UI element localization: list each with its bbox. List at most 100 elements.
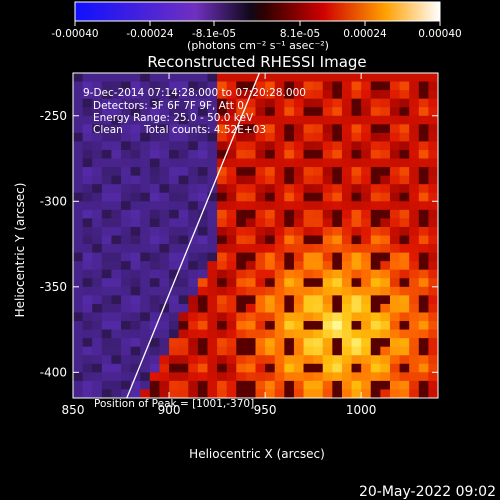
heatmap-cell: [361, 286, 372, 296]
heatmap-cell: [130, 184, 141, 194]
heatmap-cell: [159, 261, 170, 271]
heatmap-cell: [226, 380, 237, 390]
heatmap-cell: [351, 380, 362, 390]
heatmap-cell: [351, 141, 362, 151]
heatmap-cell: [121, 175, 132, 185]
heatmap-cell: [169, 380, 180, 390]
heatmap-cell: [197, 107, 208, 117]
heatmap-cell: [197, 149, 208, 160]
heatmap-cell: [399, 158, 410, 168]
heatmap-cell: [389, 363, 401, 373]
heatmap-cell: [428, 226, 438, 236]
heatmap-cell: [332, 286, 343, 296]
heatmap-cell: [399, 244, 410, 254]
heatmap-cell: [332, 261, 343, 271]
heatmap-cell: [236, 184, 247, 194]
heatmap-cell: [255, 115, 266, 125]
heatmap-cell: [245, 303, 256, 313]
heatmap-cell: [207, 201, 218, 211]
heatmap-cell: [265, 303, 276, 313]
heatmap-cell: [130, 218, 141, 228]
heatmap-cell: [188, 244, 199, 254]
heatmap-cell: [207, 269, 218, 279]
heatmap-cell: [303, 209, 314, 219]
heatmap-cell: [178, 90, 189, 100]
heatmap-cell: [341, 346, 353, 356]
heatmap-cell: [245, 321, 256, 331]
heatmap-cell: [188, 226, 199, 236]
heatmap-cell: [303, 201, 314, 211]
colorbar-tick-label: -8.1e-05: [192, 28, 236, 40]
heatmap-cell: [111, 261, 122, 271]
heatmap-cell: [351, 132, 362, 142]
heatmap-cell: [351, 158, 362, 168]
heatmap-cell: [82, 218, 93, 228]
heatmap-cell: [159, 158, 170, 168]
heatmap-cell: [284, 295, 295, 305]
heatmap-cell: [245, 209, 256, 219]
heatmap-cell: [370, 329, 381, 339]
heatmap-cell: [370, 175, 381, 185]
heatmap-cell: [341, 192, 353, 202]
heatmap-cell: [82, 141, 93, 151]
heatmap-cell: [284, 141, 295, 151]
heatmap-cell: [92, 132, 103, 142]
heatmap-cell: [322, 235, 333, 245]
heatmap-cell: [389, 389, 401, 398]
heatmap-cell: [399, 192, 410, 202]
heatmap-cell: [178, 201, 189, 211]
heatmap-cell: [409, 107, 420, 117]
heatmap-cell: [293, 141, 305, 151]
heatmap-cell: [418, 286, 429, 296]
heatmap-cell: [111, 149, 122, 160]
heatmap-cell: [217, 278, 228, 288]
heatmap-cell: [293, 235, 305, 245]
heatmap-cell: [149, 184, 160, 194]
heatmap-cell: [217, 184, 228, 194]
x-tick-label: 900: [158, 403, 181, 417]
heatmap-cell: [73, 380, 84, 390]
heatmap-cell: [73, 132, 84, 142]
heatmap-cell: [399, 132, 410, 142]
heatmap-cell: [293, 261, 305, 271]
heatmap-cell: [313, 252, 324, 262]
heatmap-cell: [303, 286, 314, 296]
heatmap-cell: [332, 141, 343, 151]
heatmap-cell: [361, 363, 372, 373]
heatmap-cell: [428, 380, 438, 390]
heatmap-cell: [322, 149, 333, 160]
heatmap-cell: [101, 90, 112, 100]
heatmap-cell: [399, 73, 410, 83]
heatmap-cell: [92, 303, 103, 313]
heatmap-cell: [428, 372, 438, 382]
heatmap-cell: [322, 209, 333, 219]
heatmap-cell: [399, 286, 410, 296]
heatmap-cell: [159, 115, 170, 125]
heatmap-cell: [207, 278, 218, 288]
heatmap-cell: [389, 295, 401, 305]
heatmap-cell: [303, 90, 314, 100]
heatmap-cell: [236, 312, 247, 322]
heatmap-cell: [217, 115, 228, 125]
heatmap-cell: [188, 389, 199, 398]
heatmap-cell: [92, 81, 103, 91]
heatmap-cell: [293, 167, 305, 177]
colorbar-tick-label: 0.00024: [343, 28, 387, 40]
heatmap-cell: [418, 389, 429, 398]
heatmap-cell: [188, 278, 199, 288]
heatmap-cell: [409, 372, 420, 382]
heatmap-cell: [265, 175, 276, 185]
heatmap-cell: [197, 184, 208, 194]
heatmap-cell: [313, 98, 324, 108]
heatmap-cell: [361, 346, 372, 356]
heatmap-cell: [303, 158, 314, 168]
heatmap-cell: [169, 209, 180, 219]
heatmap-cell: [111, 201, 122, 211]
heatmap-cell: [322, 329, 333, 339]
heatmap-cell: [217, 73, 228, 83]
heatmap-cell: [284, 218, 295, 228]
heatmap-cell: [418, 141, 429, 151]
heatmap-cell: [399, 278, 410, 288]
heatmap-cell: [197, 269, 208, 279]
heatmap-cell: [332, 218, 343, 228]
